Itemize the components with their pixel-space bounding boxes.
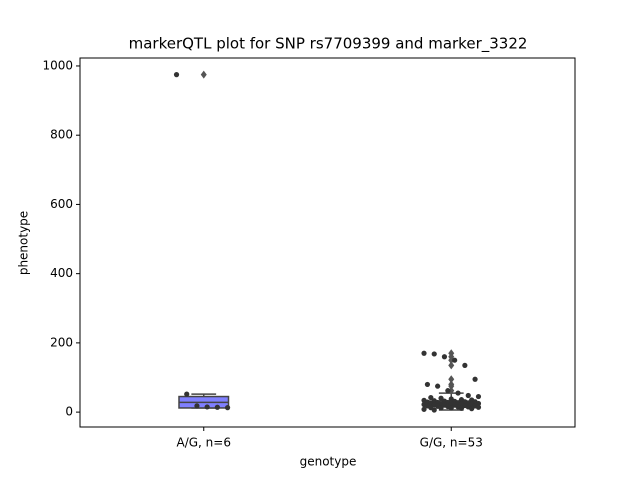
x-axis-label: genotype (300, 455, 357, 469)
y-tick-label: 400 (50, 266, 73, 280)
y-tick-label: 1000 (42, 58, 73, 72)
strip-point (475, 404, 482, 410)
y-tick-label: 600 (50, 197, 73, 211)
y-tick-label: 200 (50, 335, 73, 349)
x-tick-label: A/G, n=6 (177, 436, 231, 450)
strip-point (421, 406, 427, 412)
flier (448, 361, 455, 370)
strip-point (452, 357, 458, 363)
plot-frame (79, 57, 576, 428)
strip-point (469, 406, 475, 412)
strip-point (194, 403, 200, 409)
strip-point (431, 351, 437, 357)
y-tick-label: 0 (65, 405, 73, 419)
y-tick-label: 800 (50, 128, 73, 142)
y-axis-label: phenotype (17, 211, 31, 275)
flier (448, 375, 455, 384)
strip-point (472, 376, 478, 382)
strip-point (431, 407, 437, 413)
strip-point (448, 405, 454, 411)
strip-point (475, 393, 482, 400)
strip-point (421, 350, 427, 356)
strip-point (455, 390, 461, 396)
strip-point (424, 381, 431, 388)
flier (448, 382, 455, 391)
strip-point (441, 354, 448, 360)
strip-point (435, 383, 441, 389)
flier (448, 386, 455, 395)
strip-point (204, 404, 210, 410)
strip-point (438, 405, 444, 411)
flier (448, 356, 455, 365)
strip-point (465, 392, 471, 399)
strip-point (224, 405, 231, 411)
strip-point (458, 405, 465, 411)
chart-title: markerQTL plot for SNP rs7709399 and mar… (129, 35, 528, 54)
strip-point (428, 394, 434, 401)
strip-point (462, 362, 468, 368)
strip-point (214, 404, 220, 410)
strip-point (184, 391, 190, 397)
strip-point (173, 72, 180, 78)
strip-point (445, 388, 451, 394)
x-tick-label: G/G, n=53 (420, 436, 483, 450)
flier (200, 70, 207, 79)
